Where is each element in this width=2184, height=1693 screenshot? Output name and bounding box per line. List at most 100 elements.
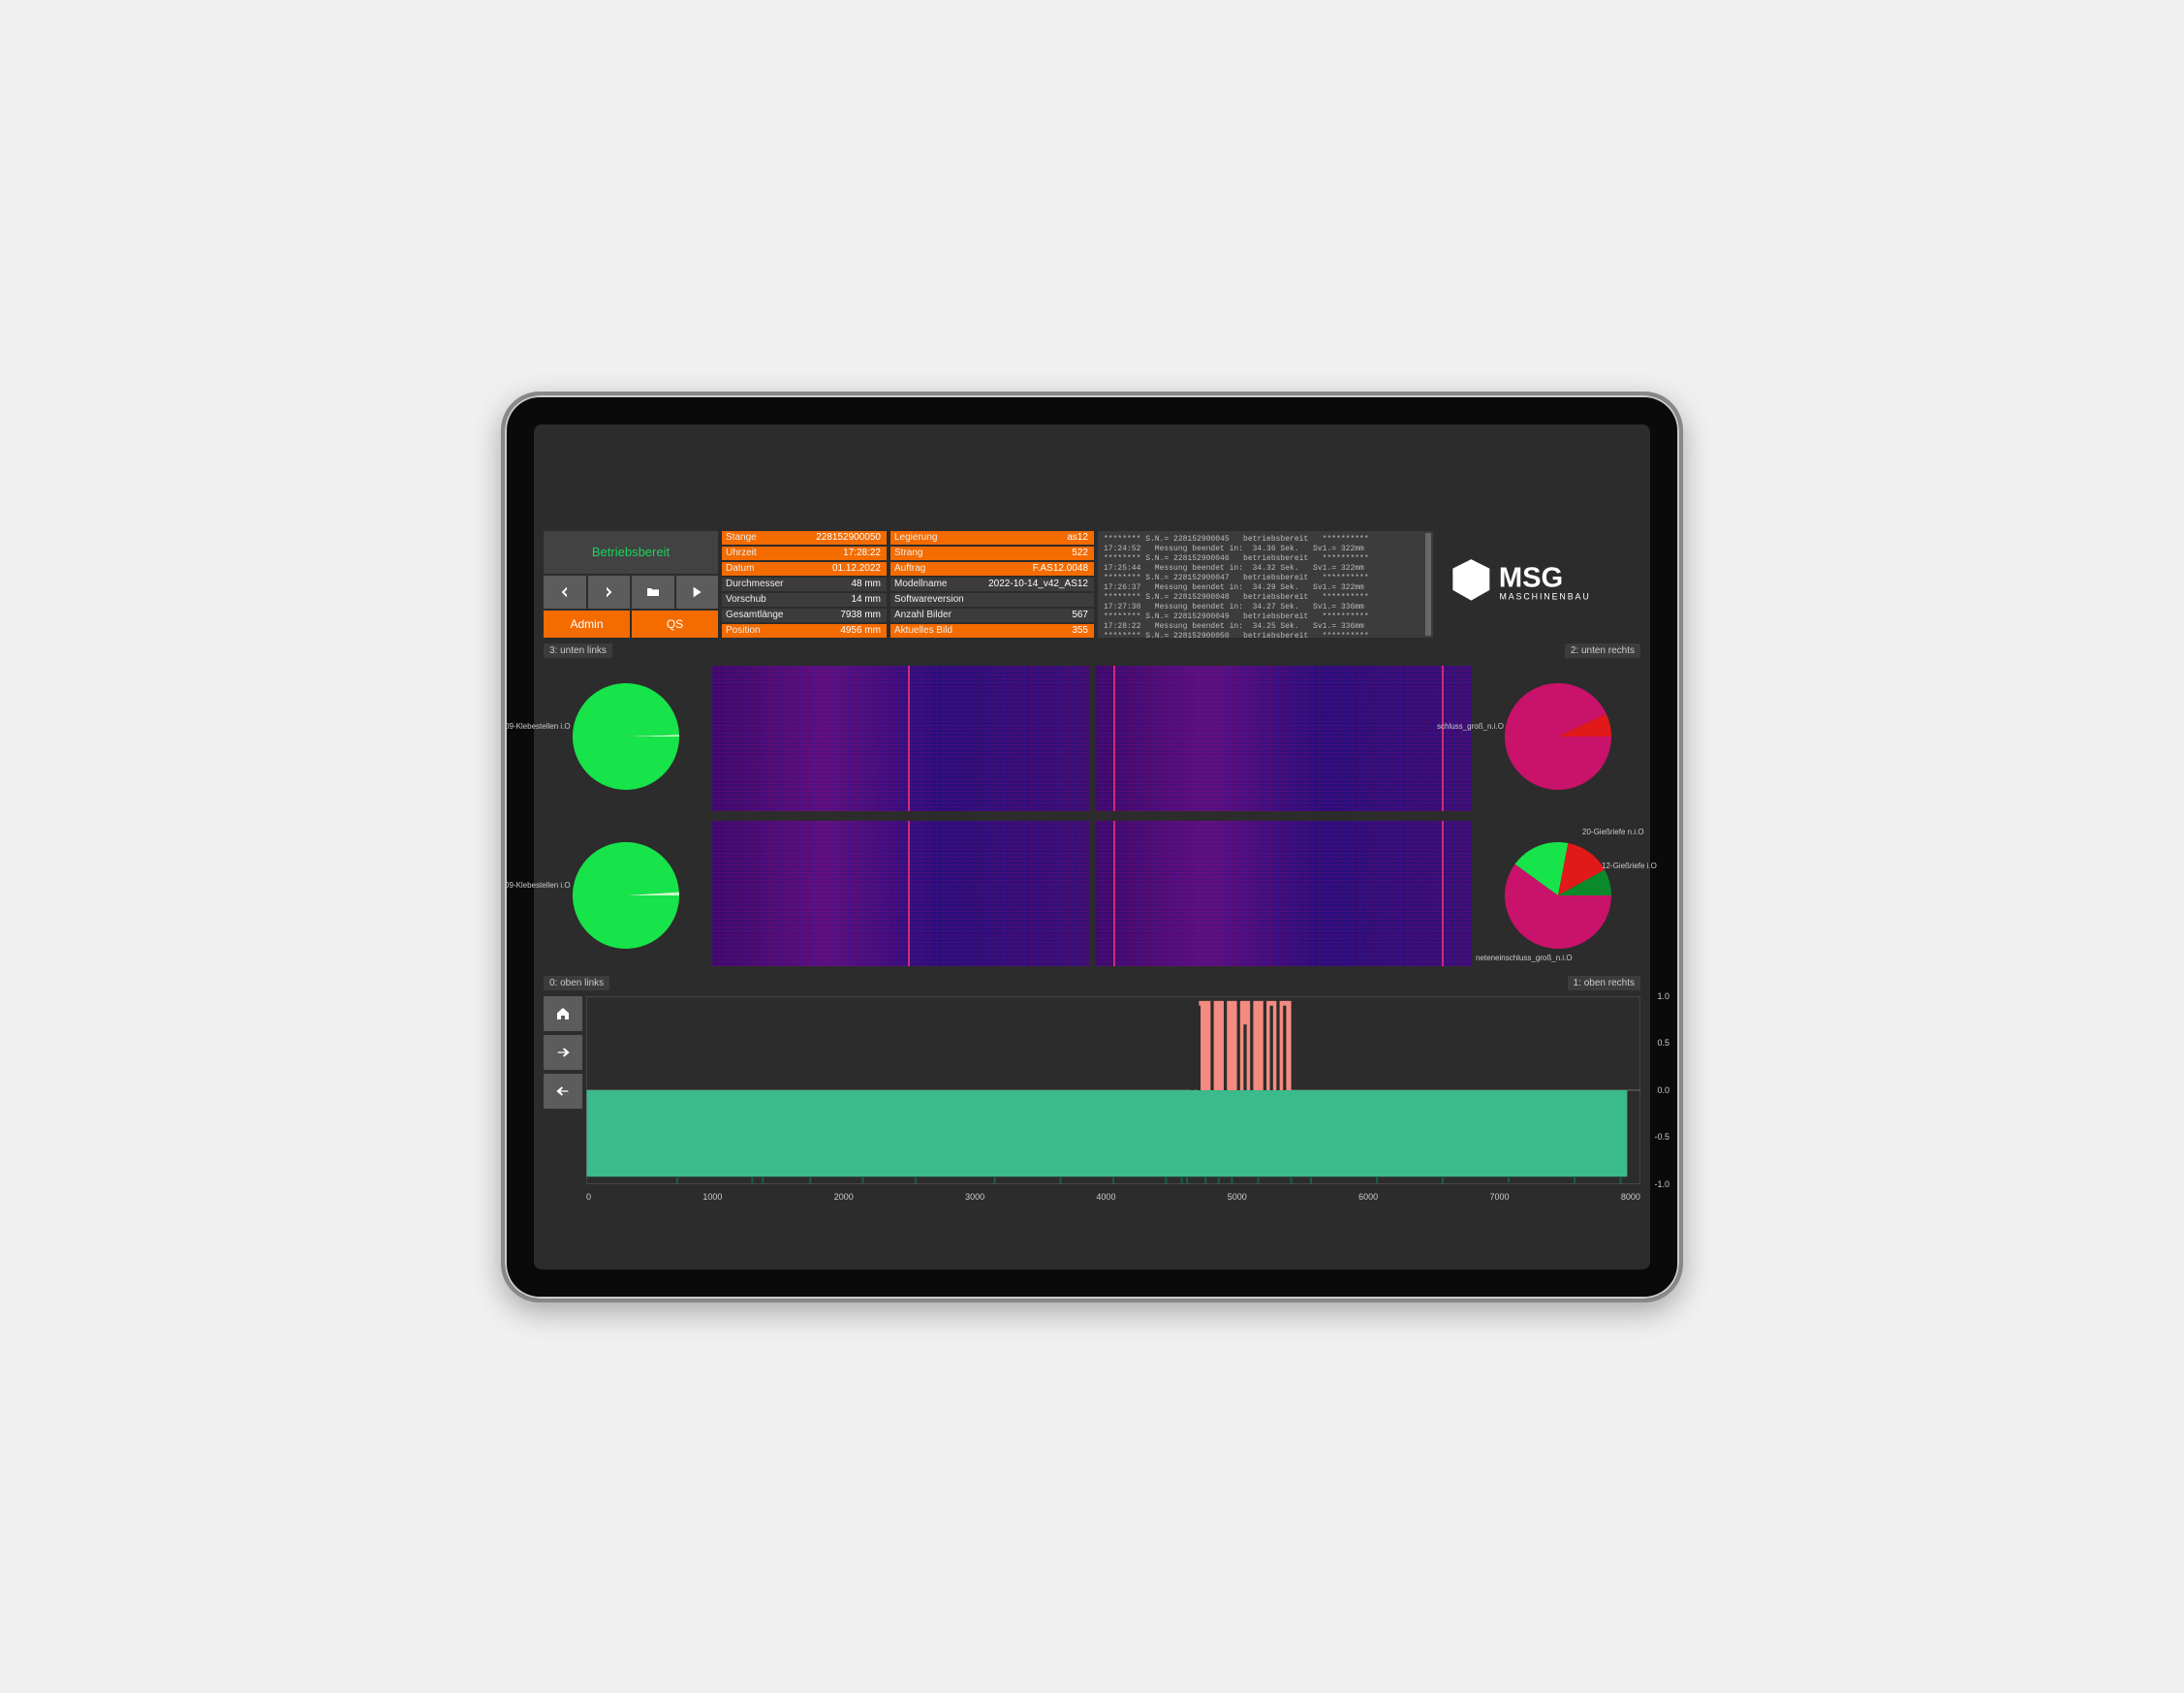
pies-right: schluss_groß_n.i.O 20-Gießriefe n.i.O 12… [1476, 664, 1640, 968]
pie-right-2-label-c: neteneinschluss_groß_n.i.O [1476, 954, 1573, 962]
xtick: 1000 [702, 1192, 722, 1202]
info-value: 7938 mm [799, 609, 887, 622]
xtick: 8000 [1621, 1192, 1640, 1202]
pie-left-2: 09-Klebestellen i.O [553, 823, 699, 968]
tab-row: Admin QS [544, 611, 718, 638]
xtick: 2000 [834, 1192, 854, 1202]
tab-admin[interactable]: Admin [544, 611, 630, 638]
info-row: Aktuelles Bild355 [890, 624, 1094, 638]
label-bot-left: 0: oben links [544, 976, 609, 990]
ytick: 1.0 [1657, 991, 1669, 1001]
scan-row-1 [712, 666, 1472, 811]
logo: MSG MASCHINENBAU [1437, 531, 1640, 638]
corner-labels-bottom: 0: oben links 1: oben rechts [544, 976, 1640, 990]
xtick: 3000 [965, 1192, 984, 1202]
chart-back-button[interactable] [544, 1074, 582, 1109]
info-value: 01.12.2022 [799, 562, 887, 576]
info-row: Datum01.12.2022 [722, 562, 887, 576]
scan-1b [1095, 666, 1472, 811]
tablet-frame: Betriebsbereit Admin QS Stange2281529000… [501, 392, 1683, 1302]
xtick: 4000 [1096, 1192, 1115, 1202]
info-row: Vorschub14 mm [722, 593, 887, 607]
info-row: Modellname2022-10-14_v42_AS12 [890, 578, 1094, 591]
info-col-1: Stange228152900050Uhrzeit17:28:22Datum01… [722, 531, 887, 638]
scan-1a [712, 666, 1089, 811]
log-box[interactable]: ******** S.N.= 228152900045 betriebsbere… [1098, 531, 1433, 638]
pies-left: 09-Klebestellen i.O 09-Klebestellen i.O [544, 664, 708, 968]
back-button[interactable] [544, 576, 586, 609]
left-controls: Betriebsbereit Admin QS [544, 531, 718, 638]
info-key: Datum [722, 562, 799, 576]
info-key: Aktuelles Bild [890, 624, 968, 638]
pie-left-2-label: 09-Klebestellen i.O [505, 881, 571, 890]
chart-area: -1.0-0.50.00.51.0 [544, 996, 1640, 1184]
ytick: 0.0 [1657, 1085, 1669, 1095]
ytick: -0.5 [1654, 1132, 1669, 1142]
info-value: 2022-10-14_v42_AS12 [968, 578, 1094, 591]
logo-text: MSG [1499, 563, 1563, 594]
info-value: 522 [968, 547, 1094, 560]
info-value: F.AS12.0048 [968, 562, 1094, 576]
scan-2a [712, 821, 1089, 966]
pie-right-2: 20-Gießriefe n.i.O 12-Gießriefe i.O nete… [1485, 823, 1631, 968]
info-value: 228152900050 [799, 531, 887, 545]
chart-xticks: 010002000300040005000600070008000 [544, 1190, 1640, 1202]
info-key: Position [722, 624, 799, 638]
info-value: as12 [968, 531, 1094, 545]
info-row: Anzahl Bilder567 [890, 609, 1094, 622]
info-row: AuftragF.AS12.0048 [890, 562, 1094, 576]
info-key: Anzahl Bilder [890, 609, 968, 622]
pie-left-1: 09-Klebestellen i.O [553, 664, 699, 809]
status-box: Betriebsbereit [544, 531, 718, 574]
info-value: 17:28:22 [799, 547, 887, 560]
scan-2b [1095, 821, 1472, 966]
info-value: 4956 mm [799, 624, 887, 638]
xtick: 6000 [1358, 1192, 1378, 1202]
forward-button[interactable] [588, 576, 631, 609]
ytick: -1.0 [1654, 1179, 1669, 1189]
scan-row-2 [712, 821, 1472, 966]
play-button[interactable] [676, 576, 719, 609]
info-key: Stange [722, 531, 799, 545]
pie-left-1-label: 09-Klebestellen i.O [505, 722, 571, 731]
open-button[interactable] [632, 576, 674, 609]
info-row: Strang522 [890, 547, 1094, 560]
info-key: Softwareversion [890, 593, 968, 607]
pie-right-1-label: schluss_groß_n.i.O [1437, 722, 1504, 731]
info-col-2: Legierungas12Strang522AuftragF.AS12.0048… [890, 531, 1094, 638]
info-key: Modellname [890, 578, 968, 591]
info-row: Legierungas12 [890, 531, 1094, 545]
chart-buttons [544, 996, 582, 1184]
timeline-chart[interactable]: -1.0-0.50.00.51.0 [586, 996, 1640, 1184]
chart-forward-button[interactable] [544, 1035, 582, 1070]
xtick: 5000 [1228, 1192, 1247, 1202]
info-value: 48 mm [799, 578, 887, 591]
ytick: 0.5 [1657, 1038, 1669, 1048]
info-key: Durchmesser [722, 578, 799, 591]
pie-right-2-label-b: 12-Gießriefe i.O [1602, 862, 1657, 870]
tab-qs[interactable]: QS [632, 611, 718, 638]
info-row: Position4956 mm [722, 624, 887, 638]
info-value: 14 mm [799, 593, 887, 607]
info-row: Stange228152900050 [722, 531, 887, 545]
info-key: Legierung [890, 531, 968, 545]
scan-images [712, 666, 1472, 966]
info-key: Auftrag [890, 562, 968, 576]
info-key: Uhrzeit [722, 547, 799, 560]
status-text: Betriebsbereit [592, 545, 670, 559]
logo-sub: MASCHINENBAU [1499, 591, 1590, 601]
xtick: 7000 [1490, 1192, 1510, 1202]
label-top-left: 3: unten links [544, 643, 612, 658]
app-screen: Betriebsbereit Admin QS Stange2281529000… [534, 424, 1650, 1270]
chart-home-button[interactable] [544, 996, 582, 1031]
info-key: Gesamtlänge [722, 609, 799, 622]
info-row: Uhrzeit17:28:22 [722, 547, 887, 560]
label-top-right: 2: unten rechts [1565, 643, 1640, 658]
nav-row [544, 576, 718, 609]
header: Betriebsbereit Admin QS Stange2281529000… [544, 531, 1640, 638]
label-bot-right: 1: oben rechts [1568, 976, 1640, 990]
imaging-area: 09-Klebestellen i.O 09-Klebestellen i.O [544, 664, 1640, 968]
info-value: 567 [968, 609, 1094, 622]
info-row: Gesamtlänge7938 mm [722, 609, 887, 622]
info-key: Strang [890, 547, 968, 560]
